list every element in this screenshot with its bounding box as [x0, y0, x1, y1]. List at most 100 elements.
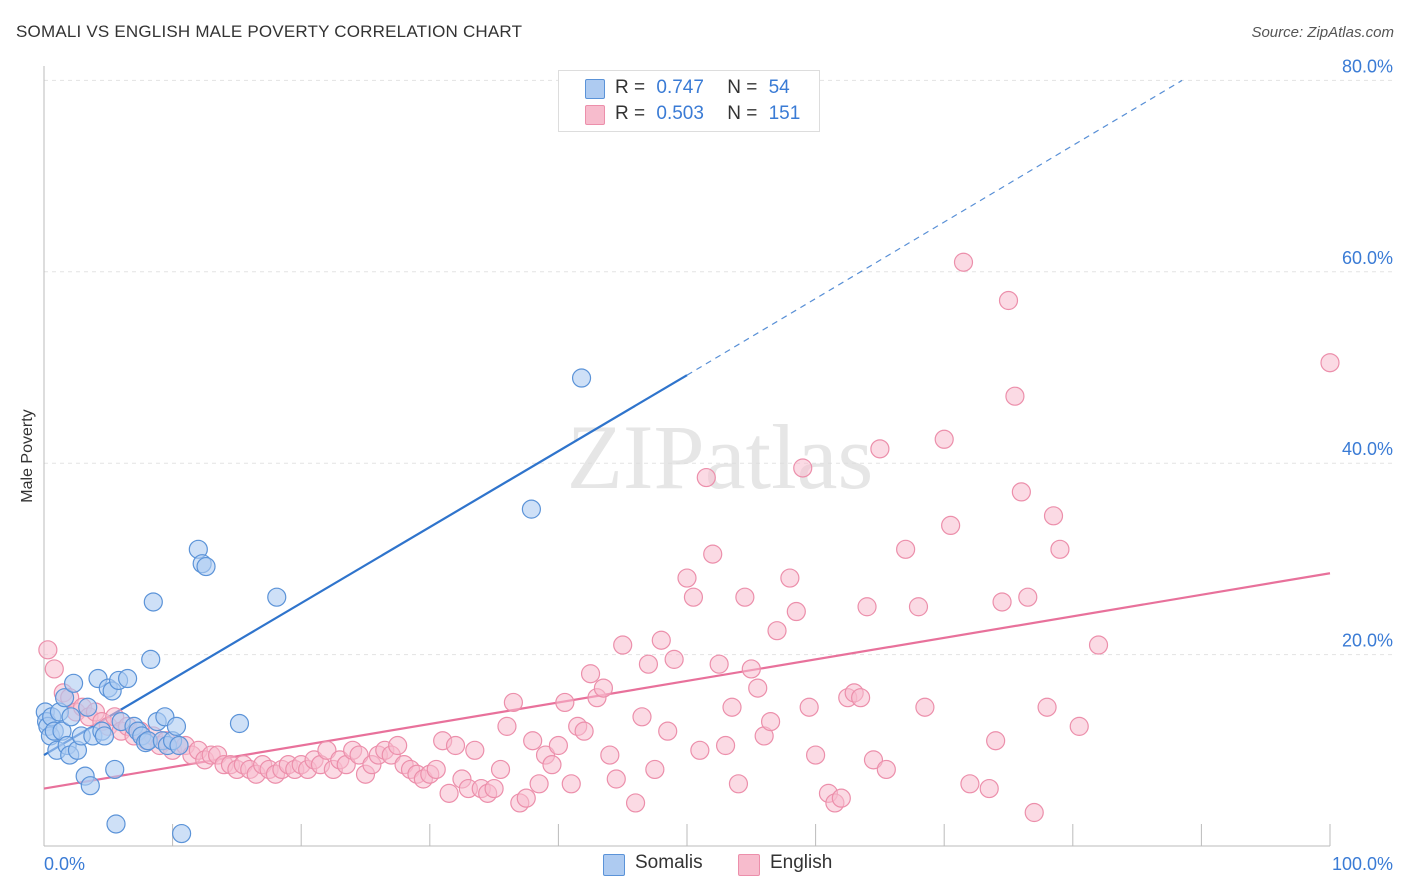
english-point: [606, 769, 626, 789]
somali-point: [78, 697, 98, 717]
english-point: [896, 539, 916, 559]
english-point: [651, 630, 671, 650]
y-tick-label: 20.0%: [1342, 631, 1393, 651]
r-value: 0.503: [656, 103, 704, 124]
english-point: [1088, 635, 1109, 655]
english-point: [780, 568, 800, 588]
somali-point: [94, 726, 115, 746]
y-tick-label: 60.0%: [1342, 248, 1393, 268]
source-label: Source: ZipAtlas.com: [1251, 24, 1394, 41]
english-point: [632, 707, 652, 727]
english-point: [786, 601, 806, 622]
english-point: [934, 429, 954, 449]
english-point: [805, 745, 826, 765]
somali-point: [54, 688, 75, 708]
english-point: [1069, 716, 1089, 736]
n-value: 54: [768, 77, 790, 98]
english-point: [503, 692, 523, 713]
somali-point: [169, 735, 189, 756]
somalis-swatch: [585, 79, 605, 99]
english-point: [703, 544, 723, 564]
somali-point: [117, 668, 138, 689]
english-point: [658, 721, 678, 741]
english-point: [439, 783, 459, 803]
trend-lines: [43, 79, 1331, 790]
n-value: 151: [768, 103, 801, 124]
english-point: [580, 664, 601, 684]
english-point: [760, 711, 781, 732]
english-swatch: [738, 854, 760, 876]
english-point: [388, 735, 408, 756]
english-point: [625, 793, 646, 813]
r-value: 0.747: [656, 77, 704, 98]
somali-point: [80, 776, 100, 796]
english-point: [44, 659, 64, 679]
english-point: [561, 774, 581, 794]
english-point: [638, 654, 659, 674]
r-label: R =: [615, 103, 646, 124]
english-point: [799, 697, 819, 717]
english-point: [548, 735, 569, 756]
english-point: [465, 740, 485, 760]
somali-point: [141, 649, 161, 669]
english-point: [523, 731, 543, 751]
english-point: [690, 740, 710, 760]
legend-label-somalis: Somalis: [635, 852, 703, 873]
english-point: [317, 740, 337, 760]
somali-trend-line: [43, 374, 688, 757]
english-point: [728, 774, 749, 794]
somali-point: [571, 368, 592, 388]
english-point: [735, 587, 755, 607]
english-point: [484, 778, 504, 799]
english-point: [497, 716, 517, 736]
english-point: [722, 697, 742, 717]
y-tick-label: 80.0%: [1342, 56, 1393, 76]
english-point: [1320, 353, 1340, 373]
somali-point: [143, 592, 163, 612]
english-point: [1037, 697, 1057, 717]
english-point: [979, 778, 999, 799]
series-legend: Somalis English: [0, 852, 1406, 878]
english-point: [863, 750, 884, 770]
english-point: [741, 659, 761, 679]
english-point: [831, 788, 851, 808]
somali-point: [106, 814, 126, 834]
english-point: [908, 597, 929, 617]
english-point: [715, 735, 736, 756]
x-tick-label: 0.0%: [44, 854, 85, 874]
axes: [43, 66, 1331, 847]
english-point: [696, 467, 716, 488]
english-point: [490, 759, 511, 780]
somali-point: [172, 823, 192, 844]
n-label: N =: [727, 77, 758, 98]
english-point: [664, 649, 684, 669]
somali-trend-extension: [686, 79, 1183, 376]
english-point: [870, 439, 890, 459]
r-label: R =: [615, 77, 646, 98]
english-point: [613, 635, 633, 655]
english-point: [600, 745, 620, 765]
x-tick-label: 100.0%: [1332, 854, 1393, 874]
english-point: [574, 721, 594, 741]
english-point: [555, 692, 575, 713]
tick-labels: 20.0% 40.0% 60.0% 80.0% 0.0% 100.0%: [44, 56, 1393, 874]
english-point: [349, 745, 369, 765]
n-label: N =: [727, 103, 758, 124]
y-tick-label: 40.0%: [1342, 439, 1393, 459]
english-point: [38, 640, 58, 660]
somali-point: [229, 713, 250, 734]
english-point: [992, 592, 1012, 612]
somali-point: [166, 716, 187, 736]
somali-point: [267, 587, 287, 607]
watermark: ZIPatlas: [567, 406, 874, 508]
data-points: [35, 252, 1340, 844]
english-point: [1018, 587, 1038, 607]
english-point: [683, 587, 704, 607]
legend-label-english: English: [770, 852, 833, 873]
english-point: [677, 568, 697, 588]
english-point: [1011, 482, 1031, 502]
chart-title: SOMALI VS ENGLISH MALE POVERTY CORRELATI…: [16, 22, 523, 41]
english-swatch: [585, 105, 605, 125]
english-point: [748, 678, 768, 698]
